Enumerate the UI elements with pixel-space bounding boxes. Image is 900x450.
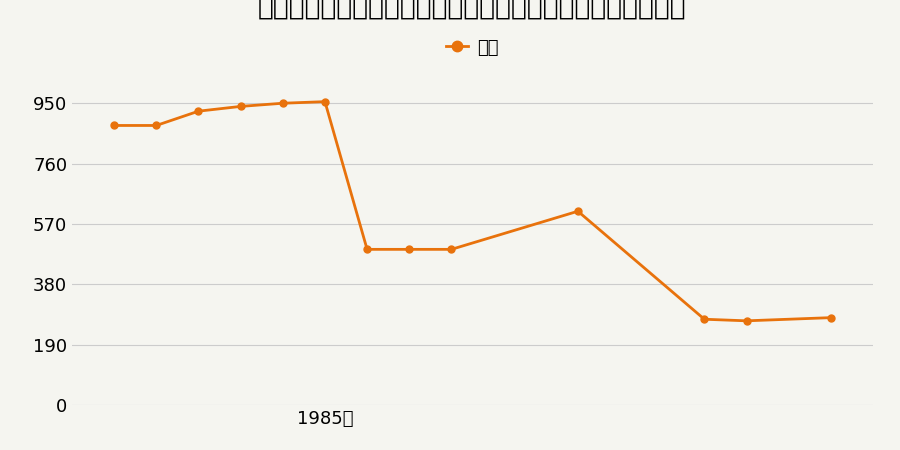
価格 [825, 315, 836, 320]
価格 [404, 247, 415, 252]
価格 [151, 123, 162, 128]
価格 [235, 104, 246, 109]
価格 [109, 123, 120, 128]
価格 [699, 316, 710, 322]
Line: 価格: 価格 [111, 98, 834, 324]
価格 [277, 100, 288, 106]
Title: 奈良県宇陀郡大宇陀町大字野依字大ブケ１２２番の地価準移: 奈良県宇陀郡大宇陀町大字野依字大ブケ１２２番の地価準移 [258, 0, 687, 20]
価格 [362, 247, 373, 252]
価格 [194, 108, 204, 114]
価格 [320, 99, 330, 104]
価格 [572, 208, 583, 214]
価格 [741, 318, 751, 324]
価格 [446, 247, 457, 252]
Legend: 価格: 価格 [439, 32, 506, 64]
